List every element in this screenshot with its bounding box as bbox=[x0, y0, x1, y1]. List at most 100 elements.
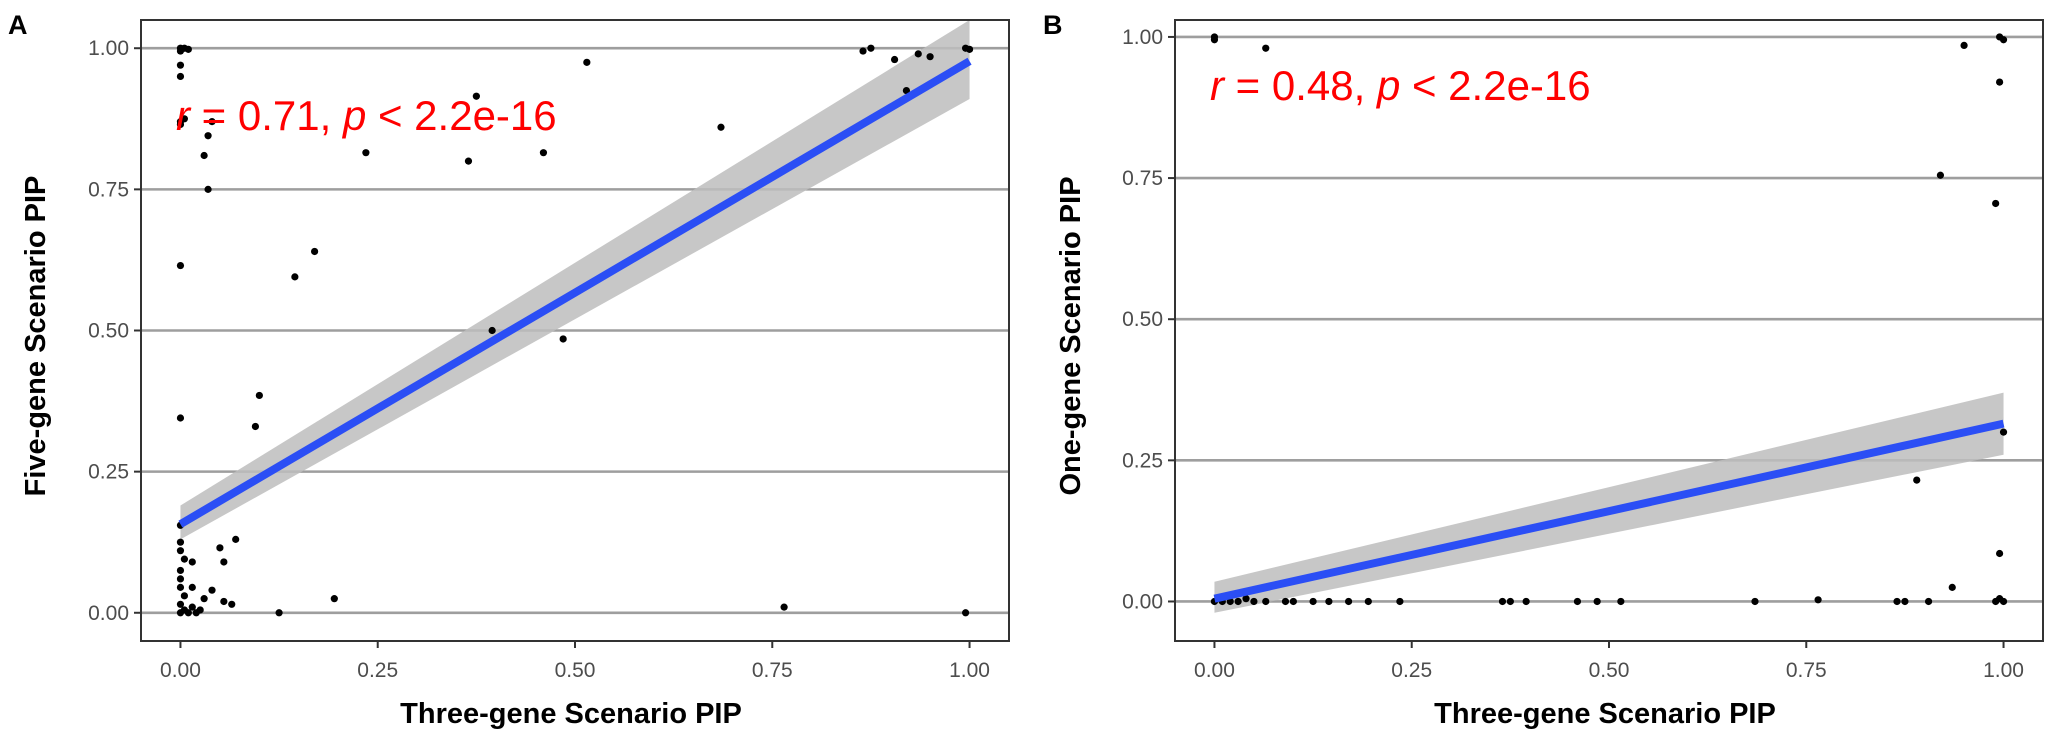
panel-a-point-4 bbox=[176, 61, 185, 69]
panel-b: B 0.00 0.25 0.50 0.75 1.00 0.00 0.25 0.50 0.75 1.… bbox=[1043, 10, 2044, 730]
panel-a-points bbox=[176, 44, 974, 617]
panel-a-point-17 bbox=[176, 547, 185, 555]
panel-b-point-9 bbox=[1999, 428, 2008, 436]
panel-b-frame bbox=[1174, 19, 2044, 642]
panel-a-point-62 bbox=[962, 609, 970, 617]
panel-a-point-26 bbox=[184, 609, 192, 617]
panel-b-point-33 bbox=[1617, 597, 1625, 606]
panel-a-point-35 bbox=[220, 558, 228, 566]
panel-b-point-18 bbox=[1242, 595, 1250, 603]
panel-b-y-tick-label-1: 0.25 bbox=[1122, 449, 1163, 472]
panel-a: A 0.00 0.25 0.50 0.75 1.00 0.00 0.25 0.50 0.75 1.… bbox=[8, 10, 1010, 730]
panel-a-point-61 bbox=[965, 45, 974, 53]
panel-a-point-22 bbox=[180, 592, 188, 600]
panel-a-point-38 bbox=[232, 535, 240, 543]
panel-a-tag: A bbox=[8, 10, 28, 40]
panel-b-point-25 bbox=[1345, 597, 1353, 606]
panel-a-point-11 bbox=[200, 151, 208, 160]
panel-b-x-tick-label-0: 0.00 bbox=[1194, 659, 1235, 682]
panel-b-point-6 bbox=[1996, 78, 2004, 86]
panel-a-point-41 bbox=[275, 609, 283, 617]
panel-b-point-36 bbox=[1893, 597, 1901, 606]
panel-a-point-34 bbox=[216, 544, 224, 552]
panel-a-point-50 bbox=[559, 335, 567, 343]
panel-a-point-19 bbox=[176, 566, 185, 575]
panel-a-r-symbol: r bbox=[176, 92, 192, 139]
panel-a-y-axis-title: Five-gene Scenario PIP bbox=[20, 176, 52, 497]
panel-a-ticks: 0.00 0.25 0.50 0.75 1.00 0.00 0.25 0.50 0.75 1.00 bbox=[88, 37, 990, 682]
panel-a-y-tick-label-0: 0.00 bbox=[88, 602, 129, 625]
panel-a-point-13 bbox=[176, 261, 185, 270]
panel-a-y-tick-label-2: 0.50 bbox=[88, 320, 129, 343]
panel-a-point-36 bbox=[220, 597, 228, 606]
panel-a-point-31 bbox=[188, 558, 196, 566]
panel-a-y-tick-label-4: 1.00 bbox=[88, 37, 129, 60]
panel-b-fit-line bbox=[1213, 419, 2005, 603]
panel-b-r-symbol: r bbox=[1210, 62, 1226, 109]
panel-b-ticks: 0.00 0.25 0.50 0.75 1.00 0.00 0.25 0.50 0.75 1.00 bbox=[1122, 26, 2024, 682]
panel-a-point-49 bbox=[539, 149, 548, 157]
panel-a-point-52 bbox=[717, 123, 725, 131]
panel-a-point-40 bbox=[255, 391, 263, 400]
panel-a-y-tick-label-1: 0.25 bbox=[88, 461, 129, 484]
panel-b-point-7 bbox=[1936, 171, 1945, 179]
panel-b-y-tick-label-4: 1.00 bbox=[1122, 26, 1163, 49]
panel-b-point-37 bbox=[1901, 597, 1909, 606]
panel-a-r-value: = 0.71, bbox=[190, 92, 343, 139]
panel-a-x-tick-label-0: 0.00 bbox=[160, 659, 201, 682]
panel-a-point-33 bbox=[208, 586, 216, 594]
panel-b-point-26 bbox=[1364, 597, 1372, 606]
panel-b-point-20 bbox=[1262, 597, 1270, 606]
panel-a-point-5 bbox=[176, 72, 185, 81]
panel-a-point-2 bbox=[176, 47, 185, 55]
panel-b-point-2 bbox=[1262, 44, 1270, 52]
panel-a-point-57 bbox=[902, 86, 911, 95]
panel-a-x-axis-title: Three-gene Scenario PIP bbox=[400, 698, 742, 730]
panel-b-y-tick-label-3: 0.75 bbox=[1122, 167, 1163, 190]
panel-b-point-8 bbox=[1992, 199, 2000, 208]
panel-a-y-tick-label-3: 0.75 bbox=[88, 178, 129, 201]
panel-a-fit-line bbox=[178, 57, 972, 528]
panel-b-point-30 bbox=[1522, 597, 1530, 606]
panel-b-y-tick-label-0: 0.00 bbox=[1122, 590, 1163, 613]
panel-b-x-axis-title: Three-gene Scenario PIP bbox=[1434, 698, 1776, 730]
panel-b-point-17 bbox=[1234, 597, 1242, 606]
panel-b-point-23 bbox=[1309, 597, 1317, 606]
panel-a-point-10 bbox=[204, 132, 212, 140]
panel-b-r-value: = 0.48, bbox=[1224, 62, 1377, 109]
panel-a-x-tick-label-3: 0.75 bbox=[752, 659, 793, 682]
panel-b-x-tick-label-4: 1.00 bbox=[1983, 659, 2024, 682]
panel-a-p-value: < 2.2e-16 bbox=[366, 92, 556, 139]
panel-a-point-12 bbox=[204, 185, 212, 193]
panel-b-y-tick-label-2: 0.50 bbox=[1122, 308, 1163, 331]
panel-b-confidence-band bbox=[1214, 392, 2004, 613]
panel-a-point-9 bbox=[208, 118, 216, 126]
panel-b-point-19 bbox=[1250, 597, 1258, 606]
panel-b-point-34 bbox=[1751, 597, 1759, 606]
panel-a-point-47 bbox=[472, 92, 480, 100]
panel-b-point-32 bbox=[1593, 597, 1601, 606]
panel-a-point-56 bbox=[890, 55, 899, 64]
panel-a-point-43 bbox=[311, 247, 319, 256]
panel-a-point-51 bbox=[583, 58, 591, 66]
panel-a-x-tick-label-4: 1.00 bbox=[949, 659, 990, 682]
panel-b-x-tick-label-1: 0.25 bbox=[1391, 659, 1432, 682]
panel-b-point-10 bbox=[1913, 476, 1921, 484]
panel-b-p-value: < 2.2e-16 bbox=[1400, 62, 1590, 109]
panel-b-point-21 bbox=[1281, 597, 1290, 606]
panel-a-point-58 bbox=[914, 50, 922, 58]
panel-b-point-5 bbox=[1999, 36, 2008, 44]
panel-a-point-55 bbox=[867, 44, 875, 52]
panel-b-point-27 bbox=[1396, 597, 1404, 606]
panel-a-point-3 bbox=[184, 45, 192, 53]
panel-b-point-41 bbox=[1999, 597, 2008, 606]
panel-a-point-8 bbox=[180, 115, 188, 123]
panel-b-point-11 bbox=[1996, 549, 2004, 558]
panel-a-point-16 bbox=[176, 538, 185, 546]
panel-a-point-27 bbox=[188, 603, 196, 611]
panel-b-p-symbol: p bbox=[1375, 62, 1400, 109]
panel-a-point-46 bbox=[464, 157, 473, 165]
panel-b-point-3 bbox=[1960, 41, 1968, 50]
panel-b-point-31 bbox=[1573, 597, 1582, 606]
